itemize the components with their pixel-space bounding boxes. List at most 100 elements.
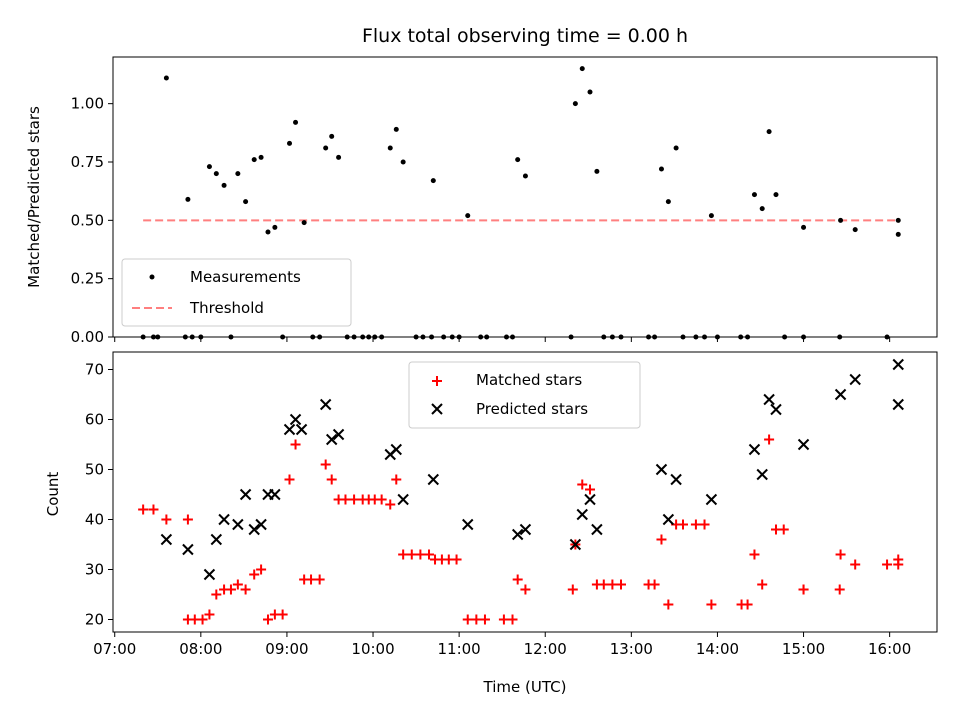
matched-star-point: [677, 519, 688, 530]
predicted-star-point: [319, 398, 332, 411]
bottom-y-tick-label: 50: [85, 461, 104, 479]
matched-star-point: [415, 549, 426, 560]
matched-star-point: [479, 614, 490, 625]
top-y-axis-label: Matched/Predicted stars: [25, 106, 43, 288]
measurement-point: [895, 217, 901, 223]
matched-star-point: [340, 494, 351, 505]
matched-star-point: [598, 579, 609, 590]
top-y-tick-label: 0.00: [71, 328, 104, 346]
matched-star-point: [507, 614, 518, 625]
top-y-tick-label: 0.75: [71, 153, 104, 171]
top-y-tick-label: 0.50: [71, 211, 104, 229]
matched-star-point: [607, 579, 618, 590]
matched-star-point: [471, 614, 482, 625]
matched-star-point: [798, 584, 809, 595]
matched-star-point: [349, 494, 360, 505]
matched-star-point: [742, 599, 753, 610]
measurement-point: [852, 227, 858, 233]
matched-star-point: [577, 479, 588, 490]
matched-star-point: [326, 474, 337, 485]
predicted-star-point: [232, 518, 244, 531]
matched-star-point: [649, 579, 660, 590]
bottom-y-tick-label: 70: [85, 361, 104, 379]
measurement-point: [336, 154, 342, 160]
predicted-star-point: [705, 493, 718, 506]
matched-star-point: [182, 514, 193, 525]
matched-star-point: [148, 504, 159, 515]
matched-star-point: [663, 599, 674, 610]
measurement-point: [838, 217, 844, 223]
matched-star-point: [249, 569, 260, 580]
bottom-x-tick-label: 08:00: [179, 640, 222, 658]
top-legend-box: [121, 258, 352, 327]
predicted-star-point: [239, 488, 252, 501]
bottom-y-tick-label: 30: [85, 561, 104, 579]
measurement-point: [393, 126, 399, 132]
measurement-point: [708, 213, 714, 219]
matched-star-point: [277, 609, 288, 620]
bottom-x-tick-label: 11:00: [438, 640, 481, 658]
matched-star-point: [893, 559, 904, 570]
predicted-star-point: [569, 538, 582, 551]
measurement-point: [258, 154, 264, 160]
matched-star-point: [240, 584, 251, 595]
predicted-star-point: [289, 413, 302, 426]
measurement-point: [293, 119, 299, 125]
measurement-point: [515, 157, 521, 163]
measurement-point: [265, 229, 271, 235]
predicted-stars-legend-marker: [431, 403, 443, 415]
matched-star-point: [882, 559, 893, 570]
matched-star-point: [616, 579, 627, 590]
measurement-point: [387, 145, 393, 151]
matched-star-point: [284, 474, 295, 485]
matched-star-point: [232, 579, 243, 590]
measurement-point: [235, 171, 241, 177]
measurement-point: [673, 145, 679, 151]
matched-star-point: [520, 584, 531, 595]
measurement-point: [329, 133, 335, 139]
matched-star-point: [391, 474, 402, 485]
matched-star-point: [376, 494, 387, 505]
top-chart-title: Flux total observing time = 0.00 h: [362, 25, 688, 47]
matched-star-point: [398, 549, 409, 560]
measurement-point: [185, 196, 191, 202]
matched-star-point: [262, 614, 273, 625]
matched-star-point: [757, 579, 768, 590]
predicted-star-point: [248, 523, 260, 536]
bottom-y-tick-label: 40: [85, 511, 104, 529]
matched-stars-legend-marker: [432, 376, 442, 386]
matched-star-point: [498, 614, 509, 625]
matched-star-point: [161, 514, 172, 525]
predicted-star-point: [662, 513, 675, 526]
matched-star-point: [306, 574, 317, 585]
predicted-star-point: [218, 513, 230, 526]
predicted-star-point: [397, 493, 409, 506]
predicted-star-point: [748, 443, 761, 456]
predicted-star-point: [427, 473, 440, 486]
matched-star-point: [690, 519, 701, 530]
measurement-point: [587, 89, 593, 95]
matched-star-point: [138, 504, 149, 515]
measurement-point: [221, 182, 227, 188]
matched-star-point: [211, 589, 222, 600]
bottom-x-tick-label: 13:00: [610, 640, 653, 658]
matched-star-point: [451, 554, 462, 565]
top-y-tick-label: 0.25: [71, 270, 104, 288]
predicted-star-point: [763, 393, 775, 406]
top-plot-frame: [112, 56, 938, 338]
predicted-star-point: [390, 443, 402, 456]
measurement-point: [430, 178, 436, 184]
matched-star-point: [778, 524, 789, 535]
predicted-star-point: [519, 523, 532, 536]
bottom-x-tick-label: 15:00: [782, 640, 825, 658]
bottom-y-axis-label: Count: [44, 472, 62, 517]
measurement-point: [400, 159, 406, 165]
measurement-point: [213, 171, 219, 177]
matched-star-point: [256, 564, 267, 575]
predicted-star-point: [203, 568, 216, 581]
bottom-x-tick-label: 09:00: [265, 640, 308, 658]
measurement-point: [243, 199, 249, 205]
predicted-star-point: [797, 438, 810, 451]
